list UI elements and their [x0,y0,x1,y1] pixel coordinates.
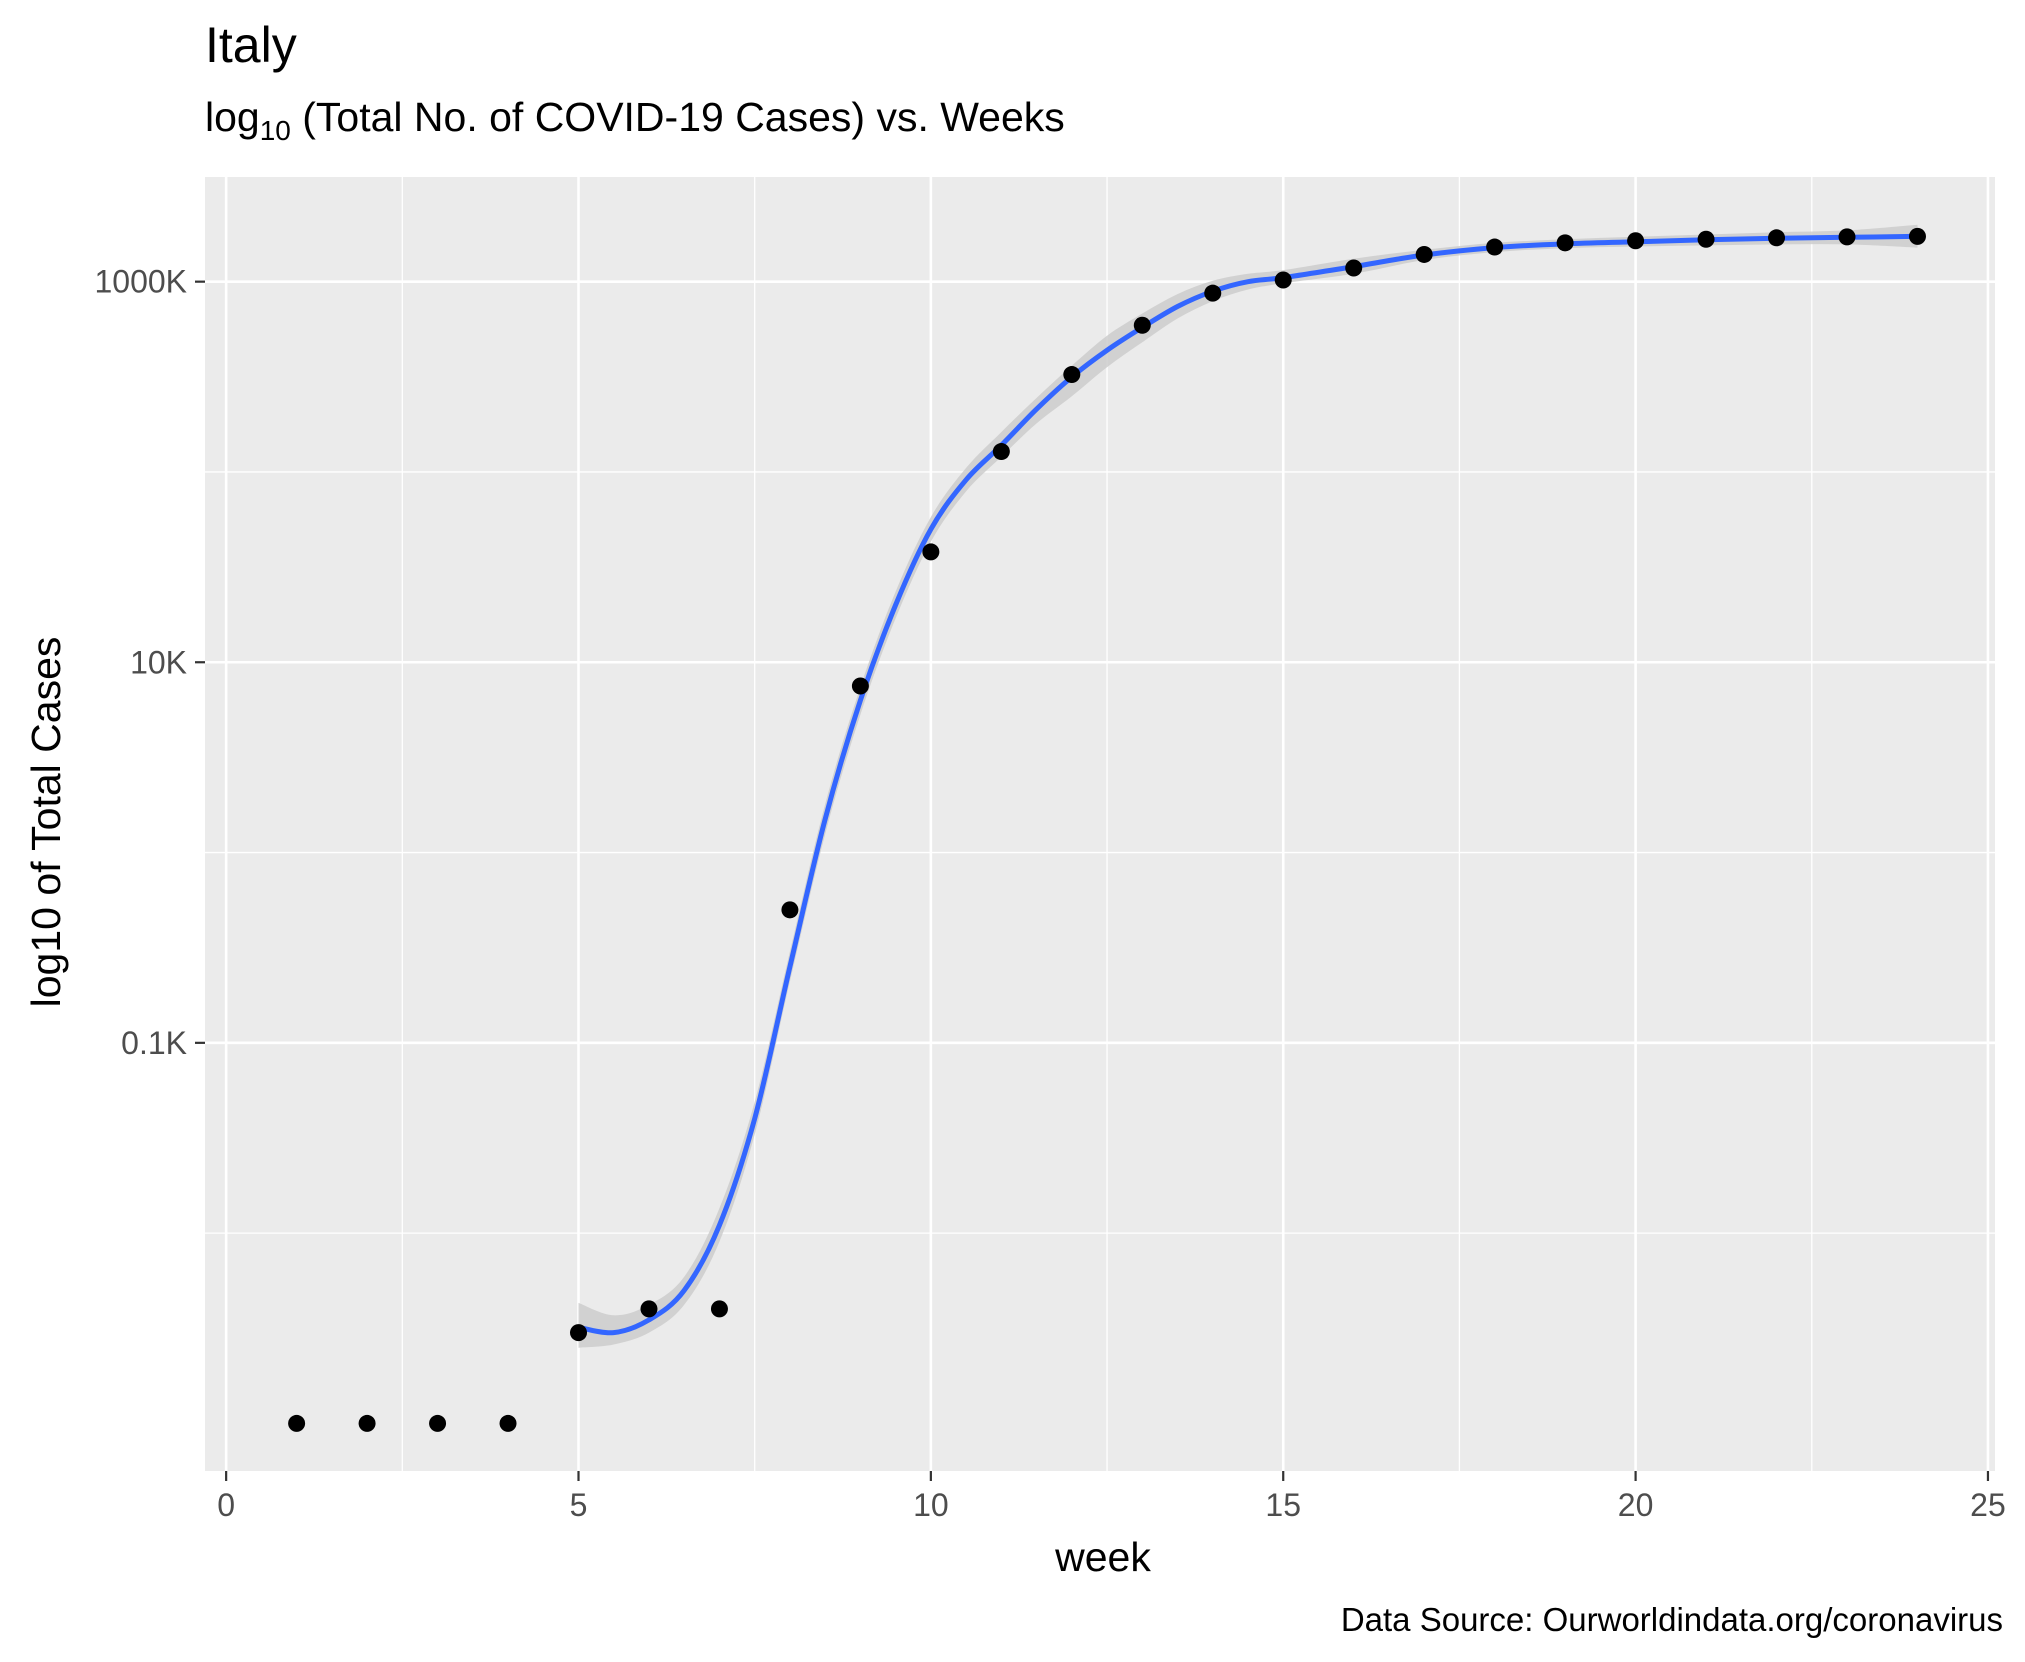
data-point [1908,227,1926,245]
y-axis-label: log10 of Total Cases [23,637,69,1008]
plot-panel [205,177,1995,1471]
subtitle-prefix: log [205,94,260,140]
data-point [922,543,940,561]
data-points-layer [288,227,1926,1432]
data-point [1204,284,1222,302]
data-point [710,1300,728,1318]
x-tick-label: 10 [913,1487,949,1523]
x-axis: 0 5 10 15 20 25 [217,1471,2006,1523]
data-point [1063,366,1081,384]
data-point [640,1300,658,1318]
grid-minor [205,177,1995,1471]
x-tick-label: 15 [1265,1487,1301,1523]
subtitle-subscript: 10 [260,115,291,146]
x-tick-label: 5 [570,1487,588,1523]
data-point [1697,230,1715,248]
grid-major [205,177,1995,1471]
data-source-caption: Data Source: Ourworldindata.org/coronavi… [1341,1601,2003,1638]
data-point [1486,238,1504,256]
data-point [1556,234,1574,252]
data-point [570,1324,588,1342]
data-point [851,677,869,695]
data-point [499,1414,517,1432]
data-point [1345,259,1363,277]
y-tick-label: 1000K [94,264,187,300]
data-point [1415,245,1433,263]
data-point [1838,228,1856,246]
data-point [358,1414,376,1432]
y-tick-label: 10K [130,644,187,680]
data-point [288,1414,306,1432]
x-tick-label: 0 [217,1487,235,1523]
data-point [1133,316,1151,334]
y-tick-label: 0.1K [121,1025,187,1061]
data-point [429,1414,447,1432]
data-point [781,901,799,919]
data-point [1274,271,1292,289]
chart-subtitle: log10 (Total No. of COVID-19 Cases) vs. … [205,94,1065,146]
x-tick-label: 25 [1970,1487,2006,1523]
x-axis-label: week [1054,1534,1151,1580]
y-axis: 0.1K 10K 1000K [94,264,205,1061]
data-point [1768,229,1786,247]
chart-title: Italy [205,17,297,73]
x-tick-label: 20 [1618,1487,1654,1523]
subtitle-rest: (Total No. of COVID-19 Cases) vs. Weeks [291,94,1065,140]
data-point [1627,232,1645,250]
data-point [992,443,1010,461]
